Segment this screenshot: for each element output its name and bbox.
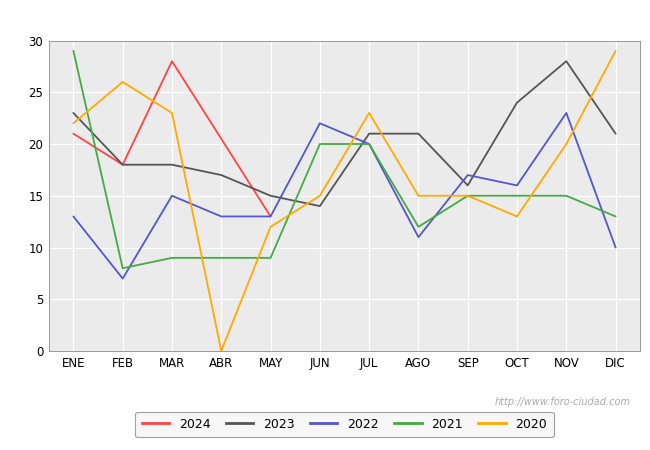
Text: http://www.foro-ciudad.com: http://www.foro-ciudad.com (495, 397, 630, 407)
Text: Matriculaciones de Vehiculos en Arenys de Munt: Matriculaciones de Vehiculos en Arenys d… (131, 11, 519, 26)
Legend: 2024, 2023, 2022, 2021, 2020: 2024, 2023, 2022, 2021, 2020 (135, 412, 554, 437)
